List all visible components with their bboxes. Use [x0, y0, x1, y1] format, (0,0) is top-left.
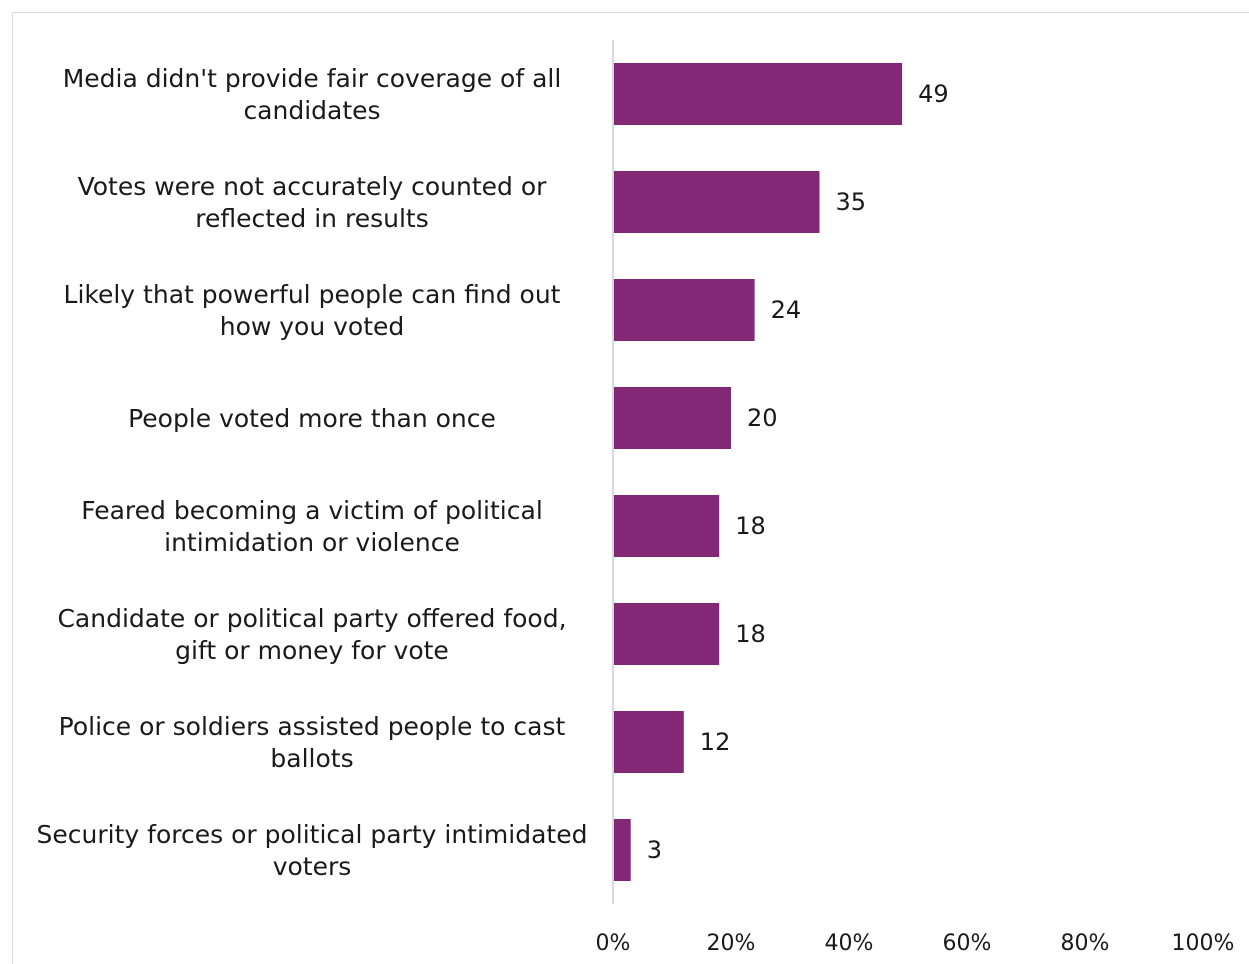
- bar: [614, 63, 903, 125]
- category-label: People voted more than once: [128, 404, 496, 433]
- x-tick-label: 0%: [596, 931, 631, 956]
- category-label: Police or soldiers assisted people to ca…: [59, 712, 566, 773]
- data-label: 35: [836, 188, 867, 216]
- category-label: Votes were not accurately counted or refl…: [78, 172, 548, 233]
- bar: [614, 279, 755, 341]
- data-label: 18: [735, 620, 766, 648]
- category-label: Candidate or political party offered foo…: [57, 604, 566, 665]
- x-tick-label: 80%: [1061, 931, 1110, 956]
- category-label: Media didn't provide fair coverage of al…: [63, 64, 562, 125]
- data-label: 24: [771, 296, 802, 324]
- x-tick-label: 100%: [1172, 931, 1235, 956]
- bar: [614, 495, 720, 557]
- bar: [614, 171, 820, 233]
- x-tick-label: 60%: [943, 931, 992, 956]
- bar: [614, 387, 731, 449]
- data-label: 20: [747, 404, 778, 432]
- category-label: Security forces or political party intim…: [37, 820, 588, 881]
- category-label: Likely that powerful people can find out…: [64, 280, 561, 341]
- data-label: 18: [735, 512, 766, 540]
- category-label: Feared becoming a victim of political int…: [81, 496, 543, 557]
- data-label: 3: [647, 836, 662, 864]
- chart-frame: [12, 12, 1249, 964]
- x-tick-label: 20%: [707, 931, 756, 956]
- data-label: 49: [918, 80, 949, 108]
- bar: [614, 711, 684, 773]
- data-label: 12: [700, 728, 731, 756]
- bar: [614, 819, 631, 881]
- bar: [614, 603, 720, 665]
- x-tick-label: 40%: [825, 931, 874, 956]
